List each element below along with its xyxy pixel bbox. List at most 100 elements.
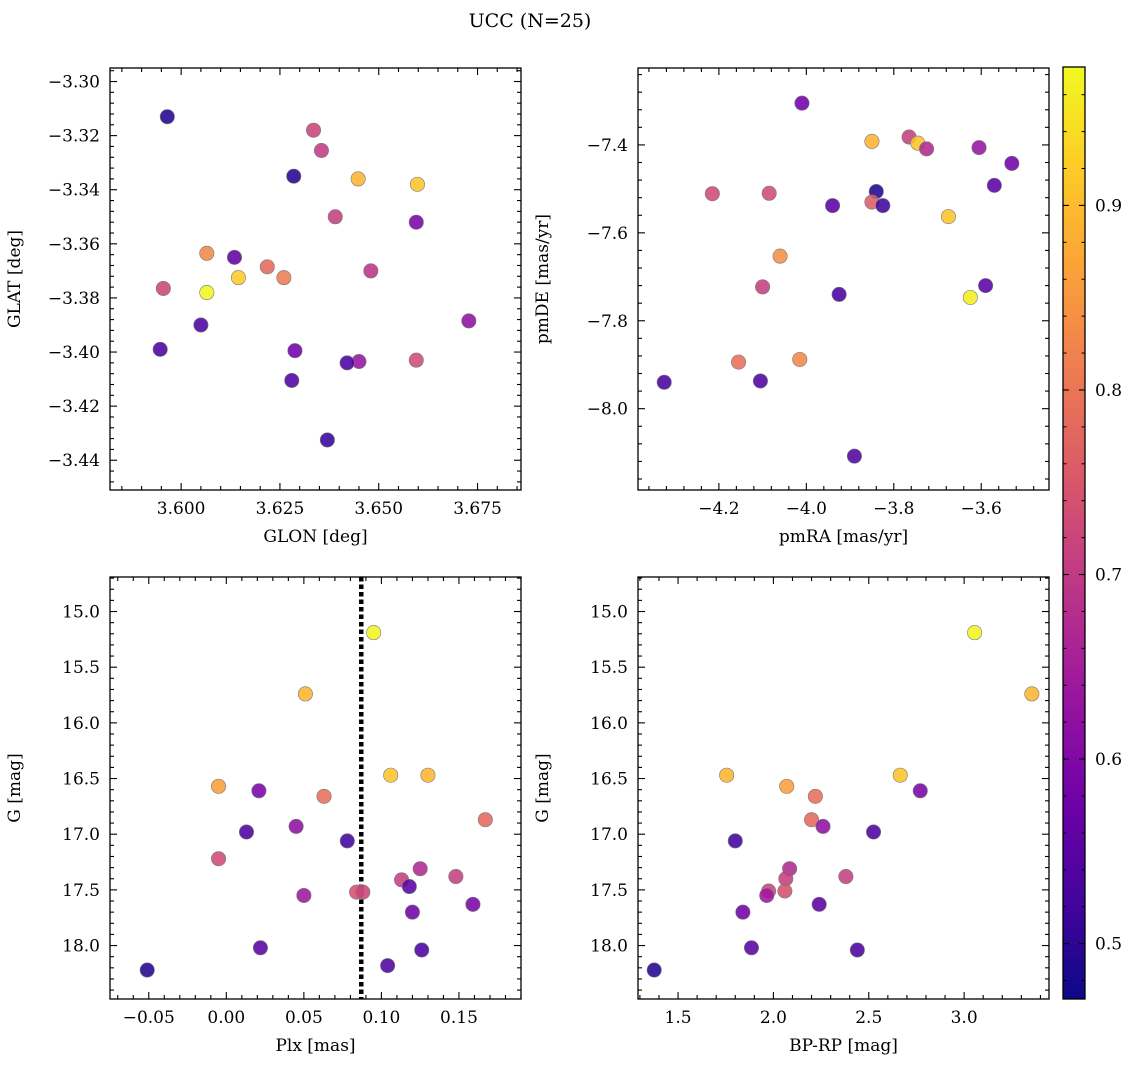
scatter-point: [815, 818, 831, 834]
x-tick-label: 3.0: [951, 1008, 978, 1028]
y-tick-label: 16.5: [62, 770, 100, 790]
scatter-point: [727, 833, 743, 849]
scatter-point: [646, 962, 662, 978]
y-tick-label: 17.5: [62, 881, 100, 901]
scatter-point: [656, 374, 672, 390]
scatter-point: [971, 140, 987, 156]
y-tick-label: 17.5: [590, 881, 628, 901]
scatter-point: [919, 141, 935, 157]
scatter-point: [846, 448, 862, 464]
scatter-point: [875, 198, 891, 214]
y-tick-label: −7.8: [587, 312, 628, 332]
scatter-point: [465, 896, 481, 912]
y-tick-label: −8.0: [587, 400, 628, 420]
axis-ticks: [110, 68, 521, 490]
y-tick-label: 15.5: [62, 658, 100, 678]
y-tick-label: 17.0: [590, 825, 628, 845]
scatter-point: [962, 289, 978, 305]
scatter-points: [656, 95, 1020, 464]
panels: 3.600 3.625 3.650 3.675 −3.44 −3.42 −3.40 −3.38…: [5, 67, 1050, 1056]
colorbar-tick-label: 0.5: [1095, 935, 1122, 955]
scatter-point: [807, 788, 823, 804]
y-tick-label: −7.4: [587, 136, 628, 156]
scatter-point: [978, 278, 994, 294]
y-tick-label: 16.0: [62, 714, 100, 734]
scatter-point: [759, 887, 775, 903]
scatter-point: [912, 783, 928, 799]
y-axis-label: GLAT [deg]: [5, 230, 25, 328]
scatter-point: [477, 812, 493, 828]
scatter-point: [792, 351, 808, 367]
axes-frame: [637, 576, 1050, 1000]
scatter-point: [414, 942, 430, 958]
y-axis-label: pmDE [mas/yr]: [533, 214, 553, 344]
scatter-point: [448, 869, 464, 885]
y-tick-label: 15.5: [590, 658, 628, 678]
scatter-point: [211, 851, 227, 867]
scatter-point: [226, 249, 242, 265]
y-tick-label: −3.38: [48, 289, 100, 309]
scatter-point: [366, 625, 382, 641]
scatter-point: [864, 133, 880, 149]
x-axis-label: pmRA [mas/yr]: [779, 527, 908, 547]
colorbar-frame: [1062, 66, 1086, 1000]
colorbar-tick-label: 0.7: [1095, 566, 1122, 586]
scatter-point: [704, 186, 720, 202]
x-tick-label: −3.6: [961, 499, 1002, 519]
y-tick-label: 16.0: [590, 714, 628, 734]
scatter-point: [777, 883, 793, 899]
x-tick-label: 3.600: [157, 499, 206, 519]
scatter-point: [831, 286, 847, 302]
scatter-point: [743, 940, 759, 956]
colorbar-tick-label: 0.6: [1095, 750, 1122, 770]
scatter-point: [719, 767, 735, 783]
scatter-point: [779, 778, 795, 794]
scatter-point: [306, 122, 322, 138]
scatter-points: [646, 625, 1040, 978]
scatter-point: [139, 962, 155, 978]
scatter-point: [383, 767, 399, 783]
scatter-points: [139, 625, 493, 978]
y-tick-label: −3.34: [48, 181, 100, 201]
x-tick-label: 1.5: [665, 1008, 692, 1028]
scatter-point: [252, 940, 268, 956]
axes-frame: [109, 576, 522, 1000]
scatter-point: [408, 352, 424, 368]
scatter-point: [297, 686, 313, 702]
scatter-point: [849, 942, 865, 958]
scatter-point: [409, 176, 425, 192]
scatter-point: [731, 354, 747, 370]
colorbar-tick-label: 0.9: [1095, 196, 1122, 216]
colorbar-gradient: [1063, 67, 1085, 999]
y-axis-label: G [mag]: [5, 753, 25, 822]
scatter-point: [159, 109, 175, 125]
scatter-point: [152, 341, 168, 357]
scatter-point: [380, 958, 396, 974]
y-axis-label: G [mag]: [533, 753, 553, 822]
scatter-point: [401, 879, 417, 895]
y-tick-label: 18.0: [590, 937, 628, 957]
x-tick-label: 0.05: [285, 1008, 323, 1028]
scatter-point: [339, 355, 355, 371]
y-tick-label: 15.0: [62, 603, 100, 623]
x-axis-label: BP-RP [mag]: [789, 1036, 898, 1056]
scatter-point: [761, 185, 777, 201]
y-tick-label: −7.6: [587, 224, 628, 244]
scatter-point: [193, 317, 209, 333]
scatter-point: [772, 248, 788, 264]
x-tick-label: 3.650: [354, 499, 403, 519]
x-axis-label: Plx [mas]: [275, 1036, 355, 1056]
colorbar: 0.5 0.6 0.7 0.8 0.9: [1062, 66, 1122, 1000]
scatter-point: [363, 263, 379, 279]
scatter-point: [1024, 686, 1040, 702]
x-tick-label: 3.675: [453, 499, 502, 519]
scatter-point: [866, 824, 882, 840]
y-tick-label: −3.42: [48, 397, 100, 417]
panel-bottom-left: −0.05 0.00 0.05 0.10 0.15 15.0 15.5 16.0 16.5 17.…: [5, 576, 522, 1056]
scatter-point: [1004, 155, 1020, 171]
x-tick-label: −3.8: [873, 499, 914, 519]
scatter-point: [155, 280, 171, 296]
colorbar-tick-label: 0.8: [1095, 381, 1122, 401]
scatter-point: [752, 373, 768, 389]
